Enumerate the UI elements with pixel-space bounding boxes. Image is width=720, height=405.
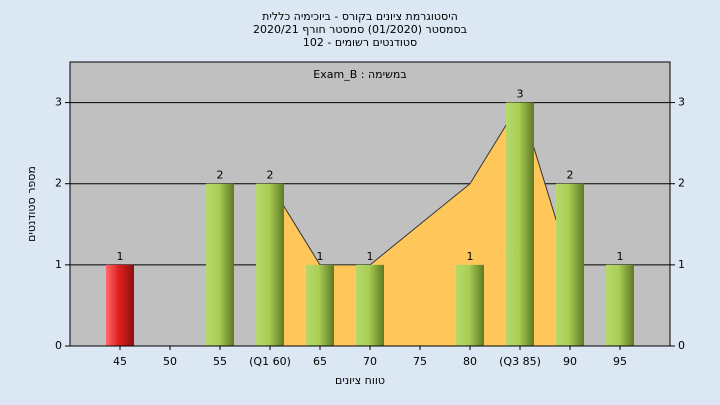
x-tick-label: 45 (113, 355, 127, 368)
y-tick-label: 0 (55, 339, 62, 352)
y2-tick-label: 3 (678, 96, 685, 109)
x-tick-label: (Q1 60) (249, 355, 291, 368)
x-tick-label: 50 (163, 355, 177, 368)
bar (206, 183, 234, 346)
x-tick-label: 90 (563, 355, 577, 368)
bar (606, 264, 634, 346)
x-tick-label: 65 (313, 355, 327, 368)
x-tick-label: (Q3 85) (499, 355, 541, 368)
bar (356, 264, 384, 346)
x-tick-label: 70 (363, 355, 377, 368)
bar (456, 264, 484, 346)
title-line: היסטוגרמת ציונים בקורס - ביוכימיה כללית (262, 10, 458, 23)
value-label: 1 (317, 250, 324, 263)
y-tick-label: 2 (55, 177, 62, 190)
legend: במשימה : Exam_B (313, 68, 406, 81)
y2-tick-label: 1 (678, 258, 685, 271)
y2-tick-label: 0 (678, 339, 685, 352)
y-axis-label: מספר סטודנטים (25, 166, 38, 242)
value-label: 1 (367, 250, 374, 263)
x-axis-label: טווח ציונים (335, 374, 385, 387)
x-tick-label: 95 (613, 355, 627, 368)
bar (556, 183, 584, 346)
value-label: 2 (567, 169, 574, 182)
bar (306, 264, 334, 346)
title-line: סטודנטים רשומים - 102 (303, 36, 417, 49)
y-tick-label: 3 (55, 96, 62, 109)
value-label: 2 (267, 169, 274, 182)
x-tick-label: 75 (413, 355, 427, 368)
value-label: 1 (117, 250, 124, 263)
value-label: 1 (467, 250, 474, 263)
title-line: בסמסטר (01/2020) סמסטר חורף 2020/21 (253, 23, 467, 36)
x-tick-label: 80 (463, 355, 477, 368)
value-label: 1 (617, 250, 624, 263)
bar (506, 102, 534, 346)
x-tick-label: 55 (213, 355, 227, 368)
y2-tick-label: 2 (678, 177, 685, 190)
bar (106, 264, 134, 346)
value-label: 3 (517, 88, 524, 101)
bar (256, 183, 284, 346)
y-tick-label: 1 (55, 258, 62, 271)
value-label: 2 (217, 169, 224, 182)
